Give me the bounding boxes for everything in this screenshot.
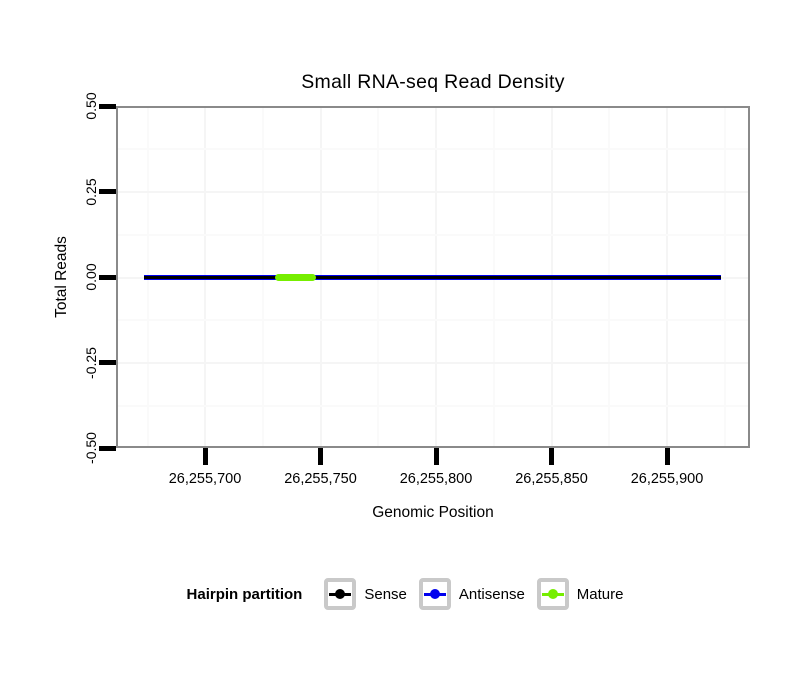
legend: Hairpin partition Sense Antisense Mature [0,578,810,610]
legend-item-antisense: Antisense [418,578,525,610]
legend-label-sense: Sense [364,585,407,603]
antisense-key-icon [418,578,451,610]
y-tick [99,360,116,365]
chart-title: Small RNA-seq Read Density [301,71,565,93]
x-tick [549,448,554,465]
y-tick-label: 0.00 [83,263,99,291]
legend-label-antisense: Antisense [458,585,525,603]
mature-segment [275,273,316,281]
x-tick [664,448,670,465]
y-tick [99,445,116,451]
y-tick-label: 0.50 [83,92,99,120]
legend-title: Hairpin partition [186,585,303,603]
x-tick-label: 26,255,850 [515,471,588,487]
gridline-minor-h [118,234,748,236]
x-axis-title: Genomic Position [372,504,494,521]
x-tick [318,448,323,465]
y-tick [99,189,116,194]
y-tick-label: -0.50 [83,432,99,464]
y-tick-label: -0.25 [83,346,99,379]
y-axis-title: Total Reads [53,236,70,318]
x-tick-label: 26,255,800 [399,471,473,487]
x-tick-label: 26,255,900 [630,471,704,487]
x-tick [433,448,439,465]
x-tick-label: 26,255,700 [168,471,242,487]
legend-item-sense: Sense [324,578,407,610]
gridline-major-h [118,191,748,193]
gridline-minor-h [118,148,748,150]
x-tick [202,448,208,465]
mature-key-icon [536,578,569,610]
legend-item-mature: Mature [536,578,624,610]
antisense-key-dot [429,589,440,599]
y-tick [99,274,116,280]
gridline-minor-h [118,319,748,321]
mature-key-dot [547,589,558,599]
gridline-major-h [118,362,748,364]
plot-panel [116,106,750,448]
gridline-minor-h [118,405,748,407]
sense-key-icon [324,578,357,610]
sense-line [144,275,721,279]
sense-key-dot [335,589,346,599]
legend-label-mature: Mature [576,585,624,603]
y-tick-label: 0.25 [83,177,99,206]
y-tick [99,103,116,109]
x-tick-label: 26,255,750 [284,471,357,487]
